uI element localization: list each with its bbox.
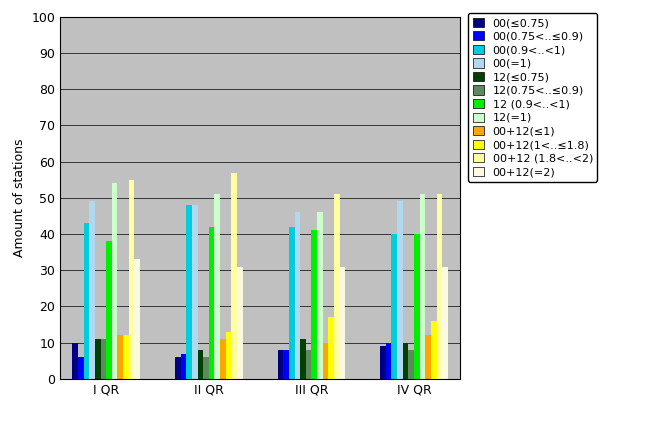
Bar <box>431 321 437 379</box>
Bar <box>340 266 346 379</box>
Bar <box>231 173 237 379</box>
Bar <box>89 202 95 379</box>
Bar <box>112 184 117 379</box>
Bar <box>414 234 420 379</box>
Bar <box>328 317 334 379</box>
Bar <box>289 227 295 379</box>
Bar <box>129 180 135 379</box>
Bar <box>408 350 414 379</box>
Bar <box>426 336 431 379</box>
Bar <box>72 343 78 379</box>
Bar <box>283 350 289 379</box>
Bar <box>95 339 101 379</box>
Bar <box>392 234 397 379</box>
Bar <box>334 194 340 379</box>
Bar <box>300 339 305 379</box>
Bar <box>442 266 448 379</box>
Bar <box>295 212 300 379</box>
Bar <box>403 343 408 379</box>
Bar <box>237 266 243 379</box>
Bar <box>135 259 140 379</box>
Bar <box>397 202 403 379</box>
Bar <box>386 343 392 379</box>
Bar <box>317 212 323 379</box>
Y-axis label: Amount of stations: Amount of stations <box>13 139 26 257</box>
Bar <box>78 357 83 379</box>
Bar <box>186 205 192 379</box>
Bar <box>225 332 231 379</box>
Bar <box>209 227 215 379</box>
Bar <box>101 339 106 379</box>
Bar <box>305 350 311 379</box>
Bar <box>380 346 386 379</box>
Bar <box>437 194 442 379</box>
Bar <box>277 350 283 379</box>
Bar <box>197 350 203 379</box>
Legend: 00(≤0.75), 00(0.75<..≤0.9), 00(0.9<..<1), 00(=1), 12(≤0.75), 12(0.75<..≤0.9), 12: 00(≤0.75), 00(0.75<..≤0.9), 00(0.9<..<1)… <box>468 13 598 182</box>
Bar <box>215 194 220 379</box>
Bar <box>83 223 89 379</box>
Bar <box>420 194 426 379</box>
Bar <box>175 357 181 379</box>
Bar <box>323 343 328 379</box>
Bar <box>106 241 112 379</box>
Bar <box>203 357 209 379</box>
Bar <box>117 336 123 379</box>
Bar <box>192 205 197 379</box>
Bar <box>123 336 129 379</box>
Bar <box>181 354 186 379</box>
Bar <box>220 339 225 379</box>
Bar <box>311 230 317 379</box>
